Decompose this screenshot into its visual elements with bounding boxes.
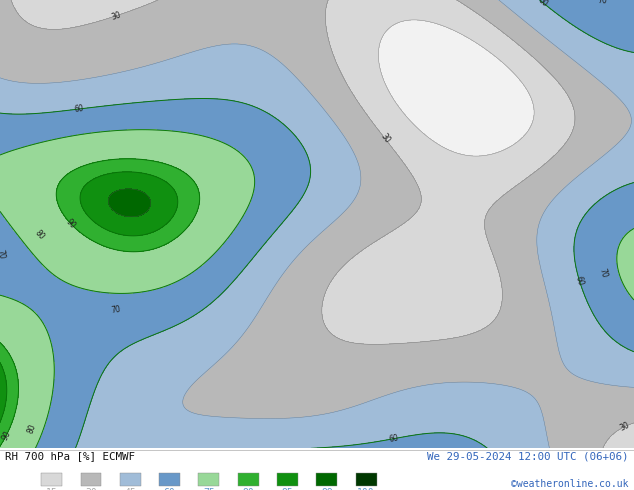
Text: 30: 30 [110, 10, 122, 22]
Bar [41, 473, 62, 486]
Bar [198, 473, 219, 486]
Text: 75: 75 [203, 488, 215, 490]
Bar [316, 473, 337, 486]
Text: 60: 60 [74, 104, 85, 114]
Text: 70: 70 [597, 268, 609, 279]
Text: ©weatheronline.co.uk: ©weatheronline.co.uk [512, 479, 629, 489]
Text: 30: 30 [85, 488, 97, 490]
Text: We 29-05-2024 12:00 UTC (06+06): We 29-05-2024 12:00 UTC (06+06) [427, 451, 629, 461]
Text: 70: 70 [110, 305, 122, 316]
Text: 95: 95 [281, 488, 294, 490]
Text: 60: 60 [574, 275, 585, 287]
Bar [120, 473, 141, 486]
Text: 80: 80 [32, 228, 46, 241]
Text: 80: 80 [26, 423, 38, 435]
Text: 99: 99 [321, 488, 333, 490]
Bar [356, 473, 377, 486]
Bar [159, 473, 180, 486]
Text: 90: 90 [0, 429, 13, 441]
Text: 70: 70 [597, 0, 607, 5]
Text: 30: 30 [618, 420, 631, 433]
Text: 60: 60 [164, 488, 176, 490]
Bar [238, 473, 259, 486]
Text: 70: 70 [0, 248, 6, 260]
Text: 60: 60 [536, 0, 549, 9]
Text: 30: 30 [378, 132, 391, 145]
Text: 15: 15 [46, 488, 58, 490]
Text: 90: 90 [64, 217, 77, 230]
Text: 45: 45 [124, 488, 136, 490]
Text: 100: 100 [358, 488, 375, 490]
Text: RH 700 hPa [%] ECMWF: RH 700 hPa [%] ECMWF [5, 451, 135, 461]
Bar [81, 473, 101, 486]
Text: 90: 90 [242, 488, 254, 490]
Text: 60: 60 [389, 433, 399, 444]
Bar [277, 473, 298, 486]
